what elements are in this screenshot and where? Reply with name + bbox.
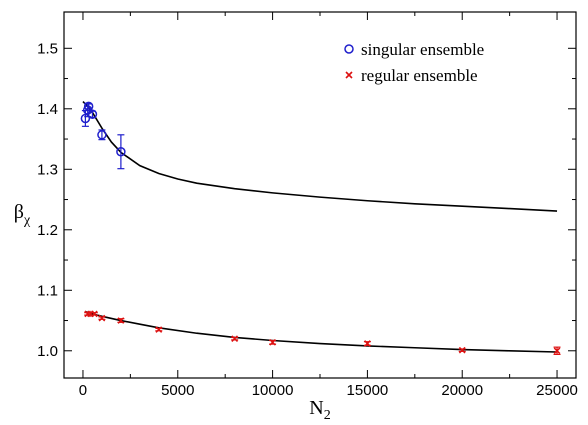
axis-ticks: 0 5000 10000 15000 20000 25000 1.0 1.1 1.2 1.3 1.4… [37,12,578,399]
regular-data-point [155,326,163,333]
x-axis-title-sub: 2 [324,408,331,423]
y-tick-label: 1.4 [37,101,58,118]
x-marker-stroke [269,338,276,346]
regular-data-point [458,346,466,354]
data-markers [80,101,561,356]
regular-data-point [363,340,371,347]
legend-label-singular: singular ensemble [361,40,484,59]
circle-marker [83,101,94,112]
regular-data-point [553,346,561,356]
y-axis-title-sub: χ [23,213,31,228]
x-marker-stroke [553,347,561,355]
singular-data-point [87,109,98,119]
x-tick-label: 25000 [536,382,578,399]
x-marker-stroke [98,314,106,322]
legend-x-marker [345,71,353,79]
x-marker-stroke [458,346,466,354]
x-tick-label: 20000 [441,382,483,399]
y-axis-title: βχ [14,201,31,228]
x-axis-title: N2 [309,397,330,423]
regular-data-point [269,338,277,346]
x-marker-stroke [91,310,98,318]
circle-marker [97,130,107,140]
singular-data-point [97,129,107,141]
regular-data-point [98,314,106,322]
singular-data-point [116,134,126,170]
y-tick-label: 1.2 [37,222,58,239]
x-marker-stroke [364,340,371,347]
x-tick-label: 0 [79,382,87,399]
circle-marker [116,146,126,157]
x-marker-stroke [117,317,125,324]
y-tick-label: 1.0 [37,343,58,360]
y-tick-label: 1.5 [37,40,58,57]
x-marker-stroke [155,326,163,333]
singular-data-point [83,101,94,112]
regular-data-point [231,335,239,343]
y-axis-title-main: β [14,201,24,223]
x-tick-label: 10000 [252,382,294,399]
legend-label-regular: regular ensemble [361,66,478,85]
fit-curves [82,100,558,353]
x-tick-label: 15000 [347,382,389,399]
y-tick-label: 1.3 [37,161,58,178]
circle-marker [80,113,91,124]
x-marker-stroke [231,335,238,343]
y-tick-label: 1.1 [37,282,58,299]
fit-curve-series-0 [82,100,558,212]
legend: singular ensemble regular ensemble [344,40,484,85]
x-tick-label: 5000 [161,382,194,399]
regular-data-point [117,317,125,324]
x-axis-title-main: N [309,397,323,419]
circle-marker [87,109,98,119]
plot-frame [63,11,577,379]
regular-data-point [90,310,98,318]
legend-circle-marker [344,44,354,54]
